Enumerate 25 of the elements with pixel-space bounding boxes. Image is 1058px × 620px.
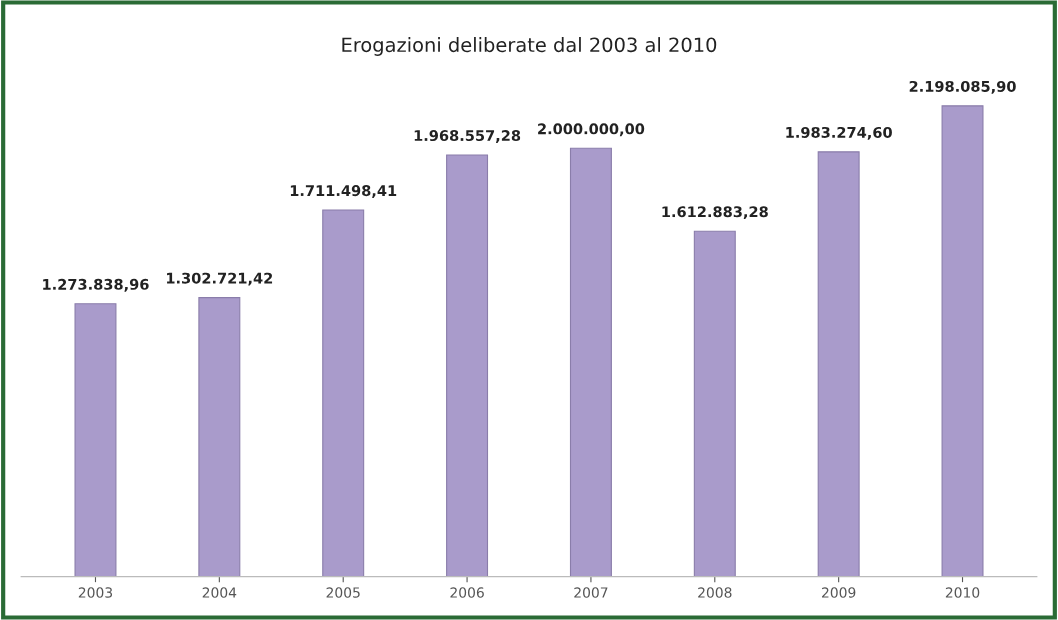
x-tick-label: 2006: [450, 587, 484, 598]
bar: [198, 297, 241, 577]
x-tick-label: 2009: [822, 587, 856, 598]
data-label: 1.711.498,41: [290, 185, 397, 198]
data-label: 1.302.721,42: [167, 272, 273, 286]
data-label: 1.273.838,96: [43, 278, 149, 292]
bar: [941, 105, 984, 577]
data-label: 2.198.085,90: [909, 80, 1016, 94]
bar: [322, 209, 365, 577]
data-label: 2.000.000,00: [538, 123, 645, 137]
chart-title: Erogazioni deliberate dal 2003 al 2010: [342, 37, 717, 56]
x-tick-label: 2003: [78, 587, 113, 598]
data-label: 1.612.883,28: [662, 206, 768, 220]
bar: [446, 154, 489, 577]
bar: [817, 151, 860, 577]
bar: [693, 230, 736, 577]
x-tick-label: 2004: [202, 587, 237, 598]
bar: [74, 303, 117, 577]
x-tick-label: 2010: [945, 587, 980, 598]
data-label: 1.983.274,60: [786, 126, 892, 140]
bar: [569, 147, 612, 577]
x-tick-label: 2008: [698, 587, 732, 598]
x-tick-label: 2005: [326, 587, 360, 598]
x-tick-label: 2007: [574, 587, 608, 598]
data-label: 1.968.557,28: [414, 130, 521, 143]
